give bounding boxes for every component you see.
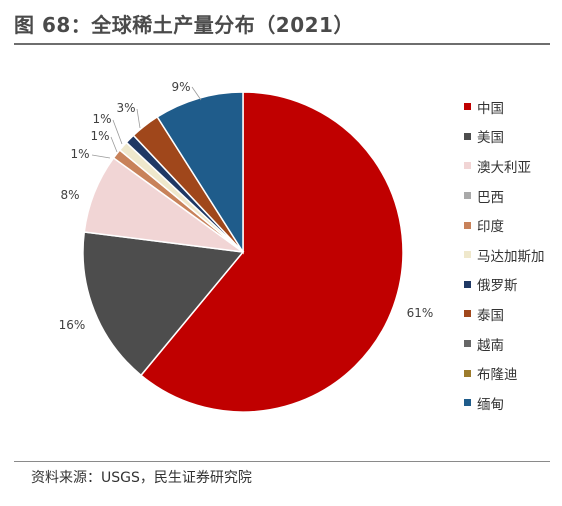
legend-swatch (464, 340, 471, 348)
leader-line-thailand (136, 108, 141, 129)
legend-label: 美国 (477, 130, 504, 147)
data-label-russia: 1% (92, 112, 111, 126)
legend-item-madagascar: 马达加斯加 (464, 240, 545, 270)
data-label-myanmar: 9% (171, 80, 190, 94)
data-label-thailand: 3% (116, 101, 135, 115)
slice-usa (82, 231, 245, 377)
legend-swatch (464, 162, 471, 170)
footer-divider (14, 461, 550, 462)
slice-china (139, 91, 404, 413)
legend-label: 泰国 (477, 307, 504, 324)
leader-line-madagascar (110, 136, 118, 153)
legend-item-burundi: 布隆迪 (464, 358, 545, 388)
legend-item-thailand: 泰国 (464, 299, 545, 329)
slice-myanmar (156, 91, 244, 255)
legend-item-myanmar: 缅甸 (464, 388, 545, 418)
legend-item-usa: 美国 (464, 122, 545, 152)
legend-label: 布隆迪 (477, 367, 518, 384)
legend-label: 印度 (477, 219, 504, 236)
data-label-india: 1% (70, 147, 89, 161)
legend-label: 巴西 (477, 189, 504, 206)
legend-swatch (464, 132, 471, 140)
legend-item-china: 中国 (464, 92, 545, 122)
legend-label: 马达加斯加 (477, 248, 545, 265)
title-divider (14, 43, 550, 45)
legend-swatch (464, 399, 471, 407)
leader-line-india (91, 154, 111, 159)
data-label-madagascar: 1% (90, 129, 109, 143)
leader-line-russia (112, 119, 123, 145)
legend-swatch (464, 280, 471, 288)
legend-item-india: 印度 (464, 210, 545, 240)
data-label-australia: 8% (60, 188, 79, 202)
legend-item-brazil: 巴西 (464, 181, 545, 211)
legend-swatch (464, 192, 471, 200)
source-note: 资料来源：USGS，民生证券研究院 (31, 470, 252, 486)
legend-item-vietnam: 越南 (464, 329, 545, 359)
legend-swatch (464, 310, 471, 318)
legend-label: 澳大利亚 (477, 159, 531, 176)
legend-swatch (464, 103, 471, 111)
data-label-usa: 16% (59, 318, 86, 332)
legend-label: 越南 (477, 337, 504, 354)
chart-title: 图 68：全球稀土产量分布（2021） (14, 13, 354, 37)
legend-item-russia: 俄罗斯 (464, 270, 545, 300)
legend-swatch (464, 369, 471, 377)
chart-legend: 中国美国澳大利亚巴西印度马达加斯加俄罗斯泰国越南布隆迪缅甸 (464, 92, 545, 418)
legend-item-australia: 澳大利亚 (464, 151, 545, 181)
leader-line-myanmar (191, 86, 202, 101)
legend-label: 缅甸 (477, 396, 504, 413)
legend-swatch (464, 251, 471, 259)
data-label-china: 61% (407, 306, 434, 320)
legend-label: 俄罗斯 (477, 278, 518, 295)
legend-swatch (464, 221, 471, 229)
legend-label: 中国 (477, 100, 504, 117)
